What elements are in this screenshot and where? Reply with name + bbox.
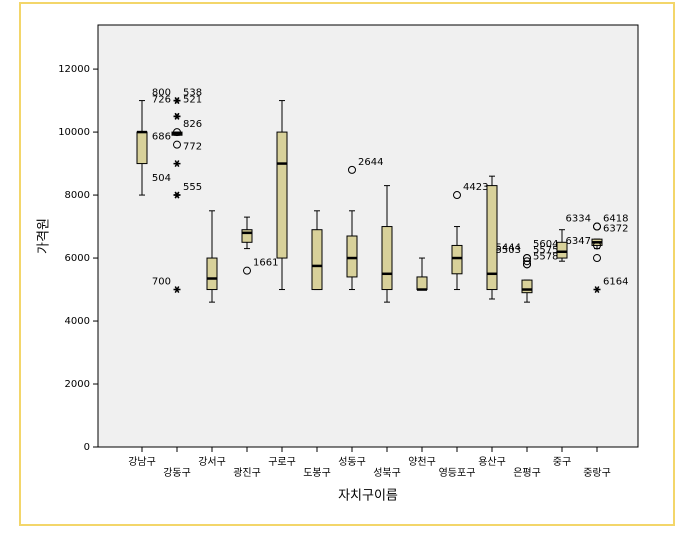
x-tick-label: 강서구 xyxy=(198,456,226,468)
box xyxy=(416,276,428,291)
y-tick-label: 0 xyxy=(84,442,90,453)
outlier-star xyxy=(173,160,181,167)
outlier-circle xyxy=(523,260,531,269)
outlier-star xyxy=(593,286,601,293)
outlier-label: 2644 xyxy=(358,157,383,168)
x-tick-label: 강남구 xyxy=(128,456,156,468)
outlier-label: 555 xyxy=(183,182,202,193)
box xyxy=(521,279,533,294)
outlier-label: 686 xyxy=(152,132,171,143)
outlier-label: 6334 xyxy=(566,214,591,225)
y-tick-label: 12000 xyxy=(58,64,90,75)
box xyxy=(206,257,218,291)
outlier-label: 726 xyxy=(152,94,171,105)
x-tick-label: 양천구 xyxy=(408,456,436,468)
x-tick-label: 성동구 xyxy=(338,456,366,468)
outlier-circle xyxy=(173,140,181,149)
outlier-circle xyxy=(348,165,356,174)
box xyxy=(486,185,498,291)
y-tick-label: 6000 xyxy=(65,253,90,264)
outlier-circle xyxy=(453,191,461,200)
outlier-circle xyxy=(523,254,531,263)
outlier-label: 700 xyxy=(152,277,171,288)
outlier-label: 5575 xyxy=(533,245,558,256)
outlier-label: 6164 xyxy=(603,277,628,288)
outlier-label: 5578 xyxy=(533,251,558,262)
outlier-star xyxy=(173,191,181,199)
box xyxy=(381,226,393,291)
x-tick-label: 용산구 xyxy=(478,456,506,468)
x-tick-label: 은평구 xyxy=(513,467,541,479)
outlier-circle xyxy=(593,241,601,250)
y-tick-label: 8000 xyxy=(65,190,90,201)
y-tick-label: 4000 xyxy=(65,316,90,327)
outlier-label: 6372 xyxy=(603,223,628,234)
outlier-label: 800 xyxy=(152,88,171,99)
box xyxy=(276,131,288,259)
box xyxy=(311,229,323,291)
box xyxy=(346,235,358,278)
outlier-label: 6418 xyxy=(603,214,628,225)
outlier-label: 521 xyxy=(183,94,202,105)
box xyxy=(136,131,148,165)
outlier-label: 4423 xyxy=(463,182,488,193)
outlier-circle xyxy=(593,222,601,231)
box xyxy=(556,241,568,259)
x-tick-label: 중랑구 xyxy=(583,467,611,479)
outlier-label: 6347 xyxy=(566,236,591,247)
outlier-label: 1661 xyxy=(253,258,278,269)
x-tick-label: 광진구 xyxy=(233,467,261,479)
outlier-label: 504 xyxy=(152,173,171,184)
outlier-circle xyxy=(243,266,251,275)
box xyxy=(451,244,463,275)
outlier-star xyxy=(173,112,181,120)
y-tick-label: 10000 xyxy=(58,127,90,138)
x-tick-label: 성북구 xyxy=(373,467,401,479)
x-axis-title: 자치구이름 xyxy=(338,489,398,504)
outlier-star xyxy=(173,286,181,293)
outlier-label: 5503 xyxy=(496,245,521,256)
outlier-circle xyxy=(523,257,531,266)
x-tick-label: 강동구 xyxy=(163,467,191,479)
outlier-label: 538 xyxy=(183,88,202,99)
outlier-star xyxy=(173,97,181,104)
plot-area xyxy=(97,24,639,448)
y-axis-title: 가격원 xyxy=(37,218,52,254)
x-tick-label: 구로구 xyxy=(268,457,296,468)
outlier-label: 826 xyxy=(183,119,202,130)
y-tick-label: 2000 xyxy=(65,379,90,390)
x-tick-label: 도봉구 xyxy=(303,467,331,479)
outlier-label: 5604 xyxy=(533,239,558,250)
x-tick-label: 중구 xyxy=(553,456,571,468)
box xyxy=(241,229,253,243)
outlier-label: 772 xyxy=(183,142,202,153)
x-tick-label: 영등포구 xyxy=(439,467,476,479)
outlier-circle xyxy=(593,254,601,263)
outlier-circle xyxy=(173,128,181,137)
outlier-label: 5444 xyxy=(496,242,521,253)
